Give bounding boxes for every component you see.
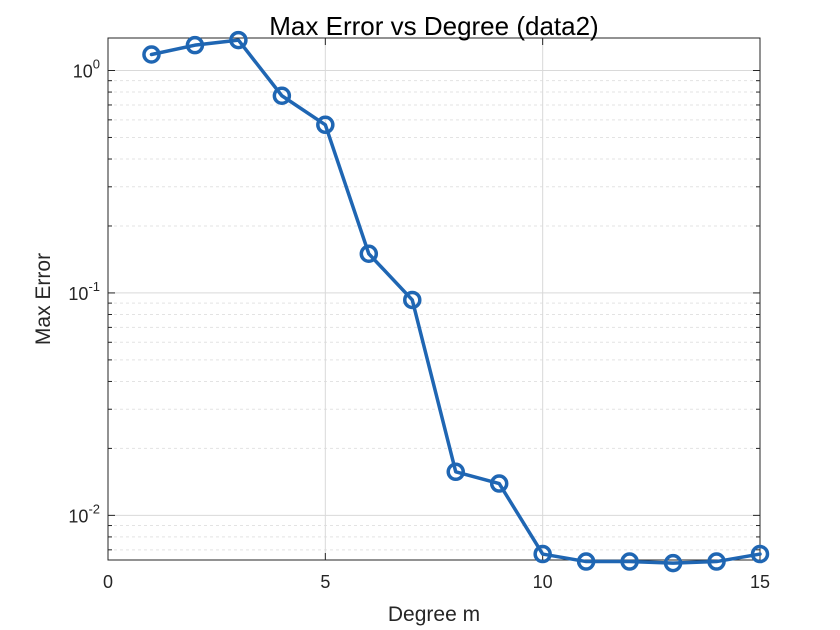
y-tick-base: 10 (68, 506, 88, 526)
series-line (149, 38, 762, 565)
y-tick-label: 100 (73, 57, 100, 82)
data-point-marker (272, 86, 292, 106)
data-point-marker (663, 553, 683, 573)
data-point-marker (533, 544, 552, 564)
data-point-marker (576, 552, 596, 571)
chart-title: Max Error vs Degree (data2) (269, 11, 598, 41)
y-tick-label: 10-2 (68, 501, 100, 526)
y-tick-exponent: -2 (88, 501, 100, 516)
x-axis-label: Degree m (388, 603, 480, 626)
data-point-marker (489, 474, 509, 493)
x-tick-label: 15 (750, 572, 770, 592)
x-tick-label: 5 (320, 572, 330, 592)
data-point-marker (229, 30, 248, 50)
series-layer (142, 30, 770, 573)
data-point-marker (142, 45, 161, 64)
data-point-marker (446, 462, 465, 482)
y-tick-exponent: -1 (88, 279, 100, 294)
data-point-marker (316, 115, 335, 135)
plot-area (108, 38, 760, 560)
data-point-marker (359, 244, 379, 264)
y-tick-label: 10-1 (68, 279, 100, 304)
grid-layer (108, 38, 760, 560)
x-tick-label: 0 (103, 572, 113, 592)
y-tick-base: 10 (68, 284, 88, 304)
axes-box (107, 37, 761, 561)
data-point-marker (403, 290, 422, 310)
data-point-marker (750, 544, 770, 564)
y-axis-label: Max Error (32, 253, 55, 345)
data-point-marker (707, 552, 726, 571)
data-point-marker (185, 35, 205, 55)
y-tick-exponent: 0 (93, 57, 100, 72)
data-point-marker (620, 552, 639, 571)
x-tick-label: 10 (533, 572, 553, 592)
y-tick-base: 10 (73, 62, 93, 82)
